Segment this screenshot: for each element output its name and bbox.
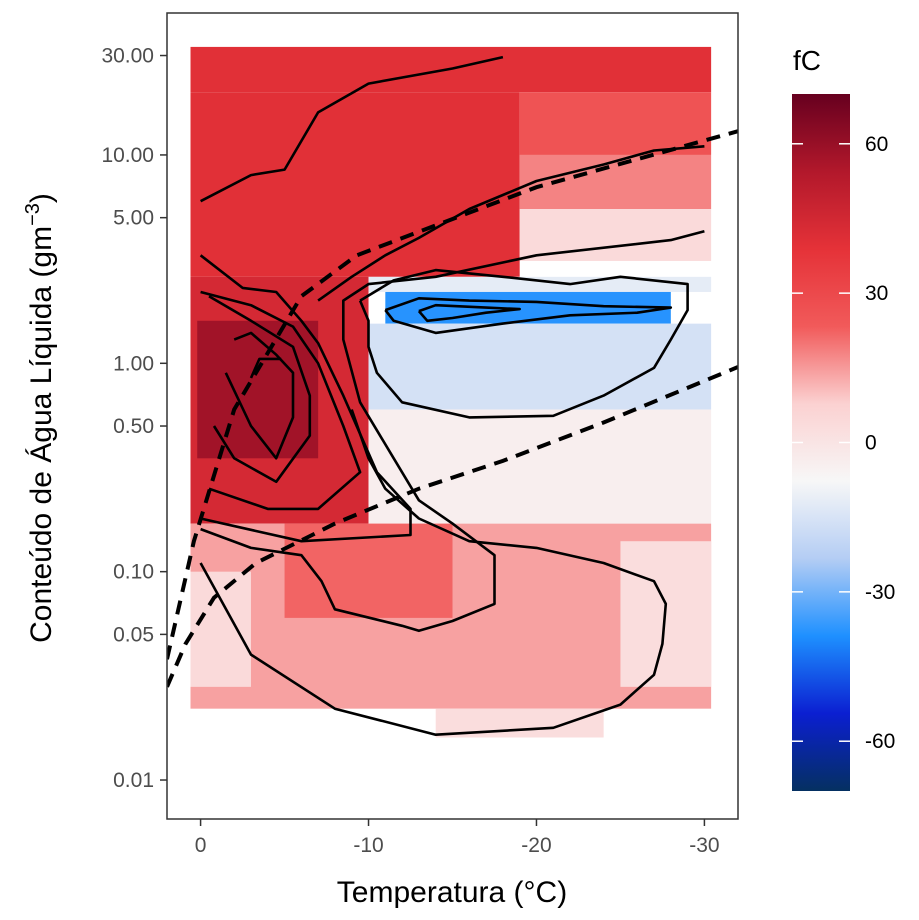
x-tick-label: -30 (689, 834, 719, 857)
y-tick-label: 0.01 (113, 769, 154, 792)
x-tick-label: 0 (195, 834, 207, 857)
dashed-boundary-line (167, 129, 738, 660)
contour-line (208, 295, 312, 484)
y-tick-label: 0.50 (113, 415, 154, 438)
y-axis-title: Conteúdo de Água Líquida (gm−3) (22, 193, 58, 643)
contour-line (317, 145, 705, 302)
heatmap-cell (190, 571, 251, 687)
heatmap-cell (519, 92, 712, 155)
heatmap-cell (519, 209, 712, 261)
legend-title: fC (793, 45, 821, 76)
contour-line (417, 303, 522, 323)
colorbar-ticks: 60 30 0 -30 -60 (792, 133, 895, 753)
y-axis: 30.00 10.00 5.00 1.00 0.50 0.10 0.05 0.01 (101, 45, 167, 792)
y-axis-title-close: ) (25, 193, 58, 203)
y-tick-label: 1.00 (113, 352, 154, 375)
contour-line (199, 409, 668, 737)
y-tick-label: 0.10 (113, 561, 154, 584)
contour-line (358, 268, 689, 419)
contour-line (249, 357, 282, 379)
colorbar-tick-label: -60 (865, 730, 895, 753)
heatmap-cell (190, 92, 520, 277)
heatmap-cell (368, 409, 712, 524)
x-axis-title: Temperatura (°C) (337, 876, 567, 909)
contour-line (199, 254, 412, 543)
colorbar-tick-label: -30 (865, 581, 895, 604)
contour-line (224, 331, 295, 460)
heatmap-cell (519, 154, 712, 210)
heatmap-cells (190, 46, 712, 738)
x-axis: 0 -10 -20 -30 (195, 819, 720, 857)
heatmap-cell (368, 276, 712, 292)
y-axis-title-main: Conteúdo de Água Líquida (gm (25, 226, 58, 643)
contour-line (200, 290, 362, 511)
y-tick-label: 10.00 (101, 144, 154, 167)
colorbar-tick-label: 30 (865, 282, 888, 305)
heatmap-cell (197, 320, 319, 459)
x-tick-label: -10 (353, 834, 383, 857)
colorbar-tick-label: 60 (865, 133, 888, 156)
y-tick-label: 30.00 (101, 45, 154, 68)
dashed-boundaries (167, 129, 738, 688)
y-tick-label: 5.00 (113, 207, 154, 230)
contour-line (200, 55, 504, 203)
y-axis-title-superscript: −3 (22, 203, 44, 226)
colorbar-tick-label: 0 (865, 432, 877, 455)
dashed-boundary-line (167, 365, 738, 688)
contour-line (384, 296, 673, 335)
plot-border (166, 12, 739, 820)
x-tick-label: -20 (521, 834, 551, 857)
contour-lines (199, 55, 705, 737)
contour-line (200, 230, 705, 633)
heatmap-cell (368, 323, 712, 410)
y-tick-label: 0.05 (113, 623, 154, 646)
